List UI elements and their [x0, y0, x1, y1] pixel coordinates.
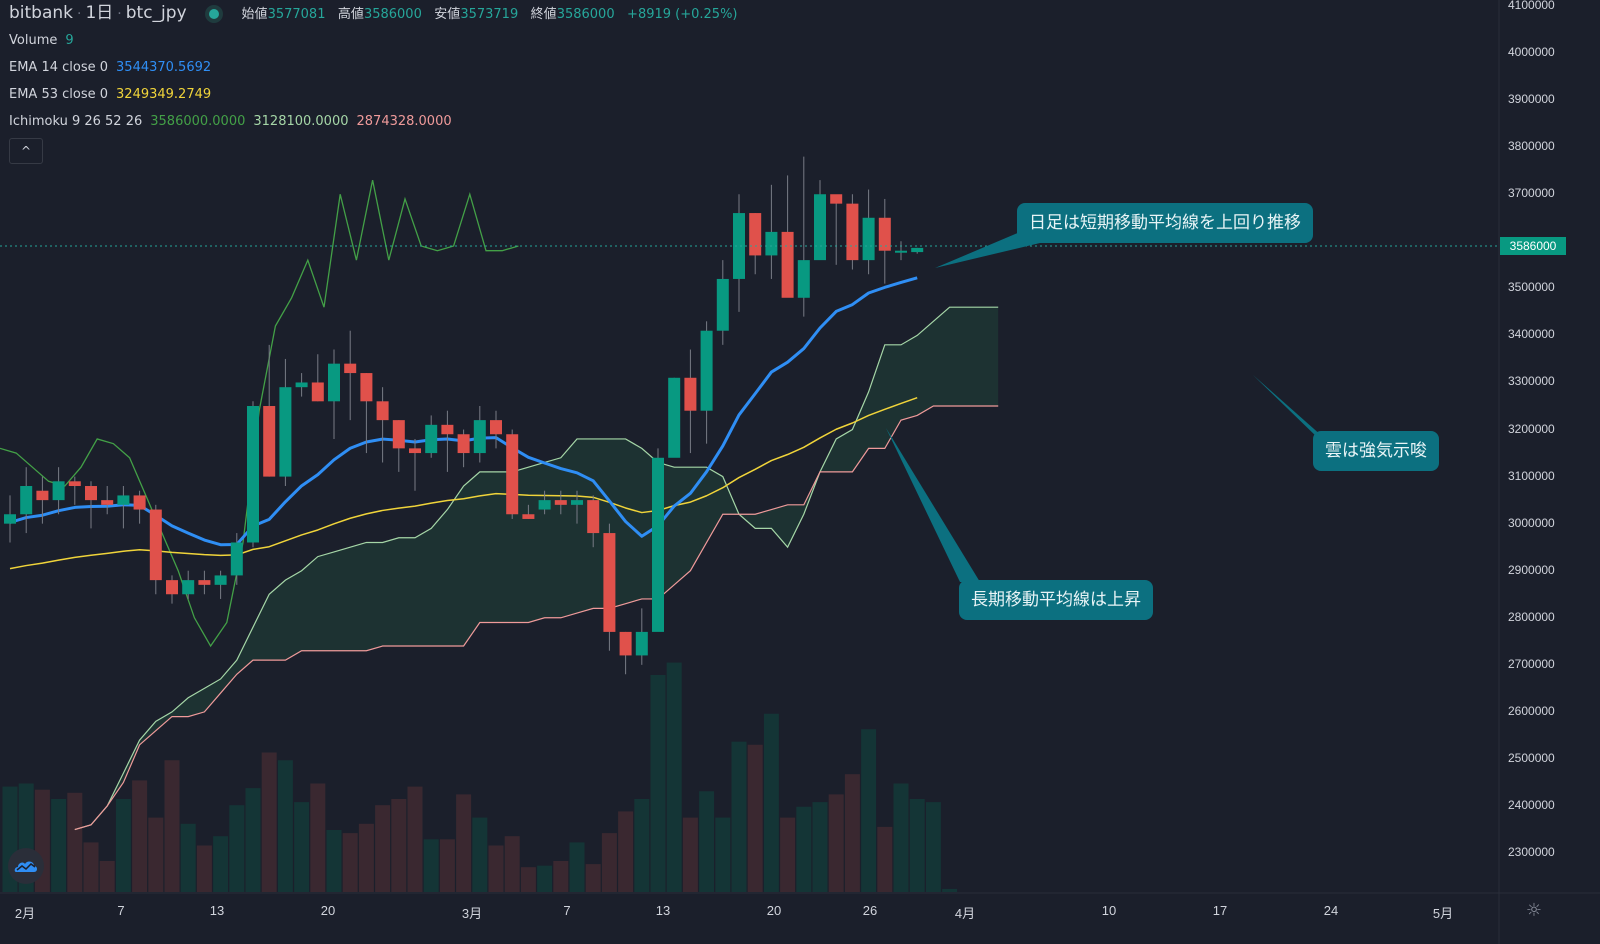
time-tick-label: 20	[766, 903, 782, 918]
interval[interactable]: 1日	[85, 3, 114, 23]
callout-tails	[886, 232, 1340, 582]
time-tick-label: 20	[320, 903, 336, 918]
price-tick-label: 3500000	[1508, 280, 1555, 295]
time-tick-label: 5月	[1432, 906, 1454, 921]
price-tick-label: 4100000	[1508, 0, 1555, 12]
ema14-value: 3544370.5692	[116, 60, 212, 75]
price-tick-label: 2700000	[1508, 656, 1555, 671]
volume-bars	[2, 662, 958, 892]
low-value: 3573719	[460, 7, 519, 22]
symbol-header: bitbank · 1日 · btc_jpy 始値3577081 高値3586000 安…	[9, 3, 738, 23]
settings-gear-icon[interactable]: ☼	[1525, 900, 1543, 921]
ema53-value: 3249349.2749	[116, 87, 212, 102]
price-tick-label: 2900000	[1508, 562, 1555, 577]
exchange-name[interactable]: bitbank	[9, 3, 74, 23]
price-tick-label: 3400000	[1508, 327, 1555, 342]
annotation-cloud[interactable]: 雲は強気示唆	[1313, 431, 1439, 471]
volume-value: 9	[65, 33, 74, 48]
time-tick-label: 13	[655, 903, 671, 918]
time-tick-label: 7	[117, 903, 125, 918]
legend-ichimoku[interactable]: Ichimoku 9 26 52 26 3586000.0000 3128100.0…	[9, 114, 452, 129]
price-tick-label: 2800000	[1508, 609, 1555, 624]
high-value: 3586000	[363, 7, 422, 22]
price-tick-label: 2600000	[1508, 703, 1555, 718]
time-tick-label: 13	[209, 903, 225, 918]
change-value: +8919 (+0.25%)	[627, 7, 738, 22]
close-value: 3586000	[556, 7, 615, 22]
ichimoku-value-2: 3128100.0000	[253, 114, 349, 129]
price-tick-label: 3200000	[1508, 421, 1555, 436]
annotation-short-ma[interactable]: 日足は短期移動平均線を上回り推移	[1017, 203, 1313, 243]
price-tick-label: 3000000	[1508, 515, 1555, 530]
ichimoku-value-1: 3586000.0000	[150, 114, 246, 129]
legend-ema53[interactable]: EMA 53 close 0 3249349.2749	[9, 87, 212, 102]
symbol-name[interactable]: btc_jpy	[125, 3, 187, 23]
collapse-legend-button[interactable]: ^	[9, 138, 43, 164]
annotation-long-ma[interactable]: 長期移動平均線は上昇	[959, 580, 1153, 620]
price-tick-label: 2400000	[1508, 798, 1555, 813]
ichimoku-cloud	[74, 306, 999, 831]
low-label: 安値	[434, 7, 461, 22]
time-tick-label: 24	[1323, 903, 1339, 918]
time-tick-label: 2月	[14, 906, 36, 921]
time-tick-label: 17	[1212, 903, 1228, 918]
chevron-up-icon: ^	[20, 144, 32, 158]
price-tick-label: 3700000	[1508, 186, 1555, 201]
price-tick-label: 3300000	[1508, 374, 1555, 389]
legend-ema14[interactable]: EMA 14 close 0 3544370.5692	[9, 60, 212, 75]
market-status-icon	[209, 8, 220, 19]
cloud-chart-icon	[14, 861, 38, 872]
price-tick-label: 3100000	[1508, 468, 1555, 483]
open-value: 3577081	[267, 7, 326, 22]
current-price-tag: 3586000	[1500, 237, 1566, 255]
chart-legend: bitbank · 1日 · btc_jpy 始値3577081 高値3586000 安…	[9, 0, 746, 135]
price-tick-label: 2500000	[1508, 750, 1555, 765]
time-tick-label: 26	[862, 903, 878, 918]
price-tick-label: 2300000	[1508, 845, 1555, 860]
time-tick-label: 10	[1101, 903, 1117, 918]
price-tick-label: 3900000	[1508, 92, 1555, 107]
time-tick-label: 3月	[461, 906, 483, 921]
time-tick-label: 7	[563, 903, 571, 918]
open-label: 始値	[241, 7, 268, 22]
high-label: 高値	[337, 7, 364, 22]
close-label: 終値	[530, 7, 557, 22]
time-tick-label: 4月	[954, 906, 976, 921]
tradingview-logo[interactable]	[8, 848, 44, 884]
ichimoku-value-3: 2874328.0000	[356, 114, 452, 129]
price-tick-label: 3800000	[1508, 139, 1555, 154]
price-tick-label: 4000000	[1508, 45, 1555, 60]
legend-volume[interactable]: Volume 9	[9, 33, 74, 48]
candlesticks[interactable]	[4, 156, 924, 675]
